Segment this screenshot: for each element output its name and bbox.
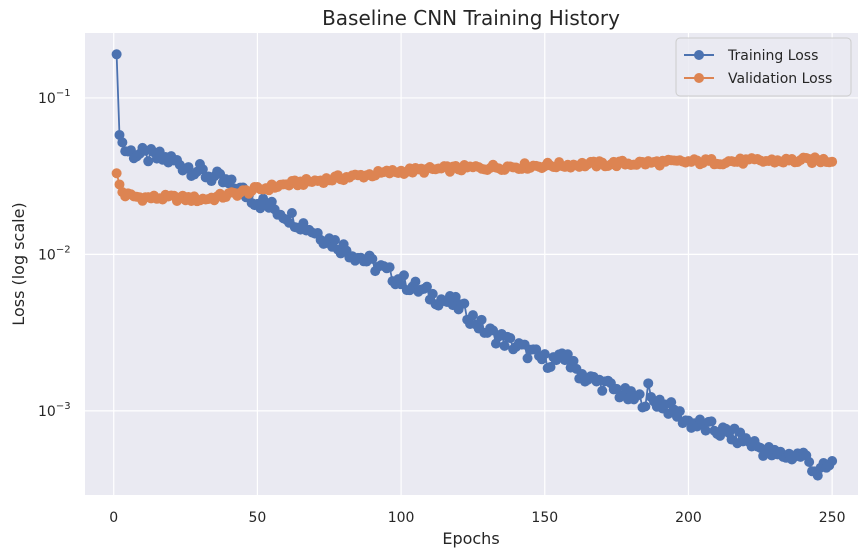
x-tick-label: 50 [249,510,267,526]
y-gridlines [85,97,858,412]
data-point [410,276,421,287]
x-tick-label: 200 [675,510,702,526]
data-point [467,310,478,321]
x-tick-label: 100 [388,510,415,526]
plot-background [85,33,858,495]
data-point [643,378,654,389]
data-point [384,262,395,273]
x-gridlines [113,33,833,495]
legend-label-training: Training Loss [727,48,818,64]
data-point [266,196,277,207]
data-point [183,162,194,173]
series-training-loss [111,49,838,481]
data-point [634,389,645,400]
data-point [640,401,651,412]
legend-marker-validation [694,73,704,83]
data-point [706,416,717,427]
data-point [111,49,122,60]
x-tick-label: 0 [109,510,118,526]
chart-title: Baseline CNN Training History [322,6,620,30]
data-point [450,291,461,302]
x-axis-label: Epochs [442,529,499,548]
data-point [114,179,125,190]
data-point [715,430,726,441]
legend-marker-training [694,50,704,60]
x-tick-label: 250 [819,510,846,526]
data-point [143,156,154,167]
data-point [427,288,438,299]
y-tick-label: 10−3 [38,401,71,420]
data-point [398,270,409,281]
data-point [562,349,573,360]
y-tick-label: 10−1 [38,88,71,107]
x-tick-labels: 0 50 100 150 200 250 [109,510,845,526]
legend-box [675,37,852,97]
data-point [459,298,470,309]
data-point [226,174,237,185]
data-point [539,349,550,360]
data-point [197,164,208,175]
data-point [286,208,297,219]
series-validation-loss [111,152,838,207]
data-point [827,456,838,466]
data-point [499,340,510,351]
y-tick-label: 10−2 [38,244,71,263]
legend: Training Loss Validation Loss [675,37,852,97]
data-point [367,253,378,264]
data-point [597,385,608,396]
x-tick-label: 150 [531,510,558,526]
data-point [674,406,685,417]
data-point [505,333,516,344]
data-point [111,168,122,179]
data-point [545,362,556,373]
legend-label-validation: Validation Loss [728,71,832,87]
y-tick-labels: 10−3 10−2 10−1 [38,88,71,420]
data-point [117,137,128,148]
data-point [522,353,533,364]
data-point [568,355,579,366]
data-point [700,425,711,436]
data-point [330,235,340,245]
series-layer [111,49,838,481]
data-point [804,457,815,468]
data-point [476,314,487,325]
data-point [421,281,432,292]
data-point [827,156,838,167]
data-point [812,470,823,481]
y-axis-label: Loss (log scale) [9,202,28,325]
data-point [611,383,622,394]
